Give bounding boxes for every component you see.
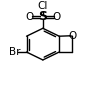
Text: Br: Br <box>9 47 20 57</box>
Text: O: O <box>69 31 77 41</box>
Text: S: S <box>38 10 47 23</box>
Text: O: O <box>26 12 34 22</box>
Text: O: O <box>52 12 60 22</box>
Text: Cl: Cl <box>38 1 48 11</box>
